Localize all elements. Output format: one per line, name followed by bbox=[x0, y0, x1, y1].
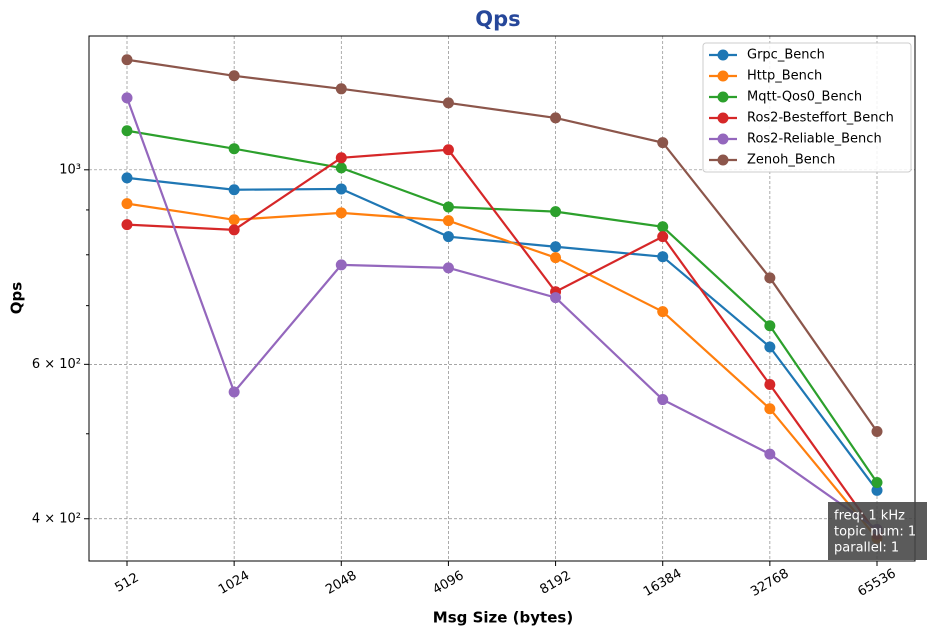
y-axis-label: Qps bbox=[8, 282, 26, 314]
legend-label: Ros2-Reliable_Bench bbox=[747, 132, 882, 147]
point bbox=[121, 219, 133, 231]
point bbox=[764, 379, 776, 391]
point bbox=[121, 92, 133, 104]
annotation-text: freq: 1 kHz bbox=[834, 509, 905, 524]
point bbox=[871, 484, 883, 496]
series-line bbox=[126, 148, 878, 535]
legend: Grpc_Bench Http_Bench Mqtt-Qos0_Bench Ros2-… bbox=[702, 42, 912, 173]
series-line bbox=[126, 202, 878, 539]
point bbox=[657, 251, 669, 263]
legend-box bbox=[702, 42, 912, 173]
legend-marker bbox=[717, 154, 729, 166]
point bbox=[335, 259, 347, 271]
x-tick-label: 32768 bbox=[748, 566, 791, 600]
point bbox=[335, 152, 347, 164]
y-tick-label: 4 × 10² bbox=[32, 511, 81, 526]
point bbox=[121, 198, 133, 210]
point bbox=[335, 83, 347, 95]
point bbox=[228, 224, 240, 236]
point bbox=[657, 221, 669, 233]
point bbox=[764, 272, 776, 284]
point bbox=[228, 143, 240, 155]
point bbox=[550, 206, 562, 218]
point bbox=[442, 231, 454, 243]
annotation-text: topic num: 1 bbox=[834, 525, 916, 540]
point bbox=[657, 137, 669, 149]
point bbox=[657, 394, 669, 406]
point bbox=[121, 172, 133, 184]
series-line bbox=[126, 176, 878, 491]
legend-marker bbox=[717, 112, 729, 124]
point bbox=[228, 386, 240, 398]
point bbox=[442, 97, 454, 109]
point bbox=[550, 112, 562, 124]
point bbox=[442, 144, 454, 156]
point bbox=[764, 341, 776, 353]
x-tick-label: 8192 bbox=[537, 568, 573, 598]
series-line bbox=[126, 129, 878, 484]
point bbox=[764, 320, 776, 332]
point bbox=[335, 207, 347, 219]
point bbox=[442, 262, 454, 274]
point bbox=[657, 306, 669, 318]
legend-marker bbox=[717, 49, 729, 61]
x-axis-label: Msg Size (bytes) bbox=[433, 609, 573, 627]
x-tick-label: 1024 bbox=[216, 568, 252, 598]
series-line bbox=[125, 97, 878, 531]
point bbox=[764, 403, 776, 415]
x-tick-label: 65536 bbox=[855, 566, 898, 600]
y-tick-label: 10³ bbox=[59, 162, 81, 177]
x-tick-label: 2048 bbox=[323, 568, 359, 598]
legend-label: Zenoh_Bench bbox=[747, 153, 835, 168]
legend-marker bbox=[717, 133, 729, 145]
annotation-text: parallel: 1 bbox=[834, 541, 899, 556]
point bbox=[335, 183, 347, 195]
point bbox=[442, 201, 454, 213]
x-tick-label: 16384 bbox=[641, 566, 684, 600]
y-tick-label: 6 × 10² bbox=[32, 357, 81, 372]
point bbox=[228, 184, 240, 196]
point bbox=[871, 425, 883, 437]
point bbox=[764, 448, 776, 460]
legend-marker bbox=[717, 91, 729, 103]
plot-frame bbox=[88, 35, 916, 562]
legend-label: Mqtt-Qos0_Bench bbox=[747, 90, 862, 105]
legend-label: Grpc_Bench bbox=[747, 48, 825, 63]
x-tick-label: 4096 bbox=[430, 568, 466, 598]
point bbox=[657, 231, 669, 243]
point bbox=[121, 54, 133, 66]
point bbox=[871, 476, 883, 488]
point bbox=[228, 214, 240, 226]
legend-label: Ros2-Besteffort_Bench bbox=[747, 111, 894, 126]
legend-marker bbox=[717, 70, 729, 82]
legend-label: Http_Bench bbox=[747, 69, 822, 84]
series-line bbox=[126, 58, 878, 433]
point bbox=[121, 125, 133, 137]
chart-title: Qps bbox=[475, 7, 520, 31]
point bbox=[442, 215, 454, 227]
plot bbox=[121, 54, 883, 544]
x-tick-label: 512 bbox=[112, 570, 141, 595]
point bbox=[335, 162, 347, 174]
point bbox=[550, 241, 562, 253]
point bbox=[550, 252, 562, 264]
annotation-box bbox=[828, 502, 927, 560]
point bbox=[228, 70, 240, 82]
point bbox=[550, 292, 562, 304]
